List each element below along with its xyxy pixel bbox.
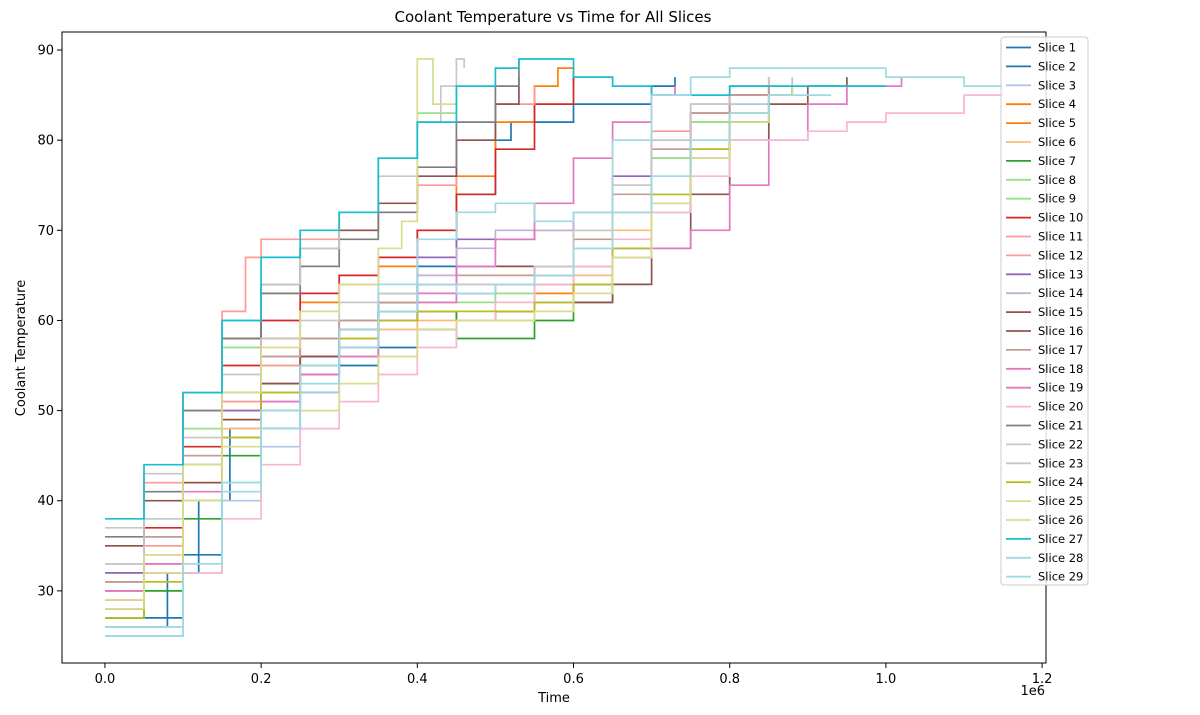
legend-label: Slice 18	[1038, 362, 1083, 376]
legend-label: Slice 1	[1038, 41, 1076, 55]
legend-label: Slice 24	[1038, 475, 1083, 489]
legend-label: Slice 19	[1038, 381, 1083, 395]
y-axis-ticks: 30 40 50 60 70 80 90	[37, 44, 62, 599]
y-tick-label: 70	[37, 224, 54, 239]
legend: Slice 1 Slice 2 Slice 3 Slice 4 Slice 5 Slice…	[1000, 36, 1089, 586]
legend-label: Slice 2	[1038, 59, 1076, 73]
y-tick-label: 90	[37, 44, 54, 59]
x-tick-label: 1.0	[876, 672, 897, 687]
y-tick-label: 40	[37, 494, 54, 509]
legend-label: Slice 29	[1038, 570, 1083, 584]
legend-label: Slice 22	[1038, 437, 1083, 451]
series-line-28	[105, 94, 832, 628]
x-axis-offset-text: 1e6	[1020, 684, 1045, 699]
legend-label: Slice 10	[1038, 211, 1083, 225]
x-tick-label: 0.0	[95, 672, 116, 687]
legend-label: Slice 7	[1038, 154, 1076, 168]
x-tick-label: 0.6	[563, 672, 584, 687]
series-layer	[105, 58, 1004, 637]
legend-label: Slice 12	[1038, 248, 1083, 262]
y-tick-label: 80	[37, 134, 54, 149]
legend-label: Slice 23	[1038, 456, 1083, 470]
series-line-27	[105, 58, 886, 520]
series-line-20	[105, 86, 1004, 628]
x-tick-label: 0.4	[407, 672, 428, 687]
y-axis-label: Coolant Temperature	[14, 280, 29, 416]
y-tick-label: 30	[37, 584, 54, 599]
chart-title: Coolant Temperature vs Time for All Slic…	[395, 8, 712, 26]
series-line-26	[105, 86, 794, 610]
legend-label: Slice 21	[1038, 419, 1083, 433]
x-tick-label: 0.2	[251, 672, 272, 687]
x-tick-label: 0.8	[719, 672, 740, 687]
legend-label: Slice 28	[1038, 551, 1083, 565]
legend-label: Slice 16	[1038, 324, 1083, 338]
x-axis-label: Time	[537, 691, 570, 706]
legend-label: Slice 13	[1038, 267, 1083, 281]
legend-label: Slice 9	[1038, 192, 1076, 206]
series-line-25	[105, 58, 458, 601]
legend-label: Slice 8	[1038, 173, 1076, 187]
legend-label: Slice 11	[1038, 230, 1083, 244]
legend-label: Slice 20	[1038, 400, 1083, 414]
legend-label: Slice 27	[1038, 532, 1083, 546]
x-axis-ticks: 0.0 0.2 0.4 0.6 0.8 1.0 1.2	[95, 663, 1053, 687]
legend-label: Slice 5	[1038, 116, 1076, 130]
x-tick-label: 1.2	[1032, 672, 1053, 687]
legend-label: Slice 4	[1038, 97, 1076, 111]
legend-label: Slice 15	[1038, 305, 1083, 319]
series-line-29	[105, 67, 1003, 637]
legend-label: Slice 25	[1038, 494, 1083, 508]
legend-label: Slice 3	[1038, 78, 1076, 92]
legend-label: Slice 6	[1038, 135, 1076, 149]
y-tick-label: 60	[37, 314, 54, 329]
legend-box	[1000, 36, 1089, 586]
legend-label: Slice 14	[1038, 286, 1083, 300]
legend-label: Slice 26	[1038, 513, 1083, 527]
y-tick-label: 50	[37, 404, 54, 419]
legend-label: Slice 17	[1038, 343, 1083, 357]
